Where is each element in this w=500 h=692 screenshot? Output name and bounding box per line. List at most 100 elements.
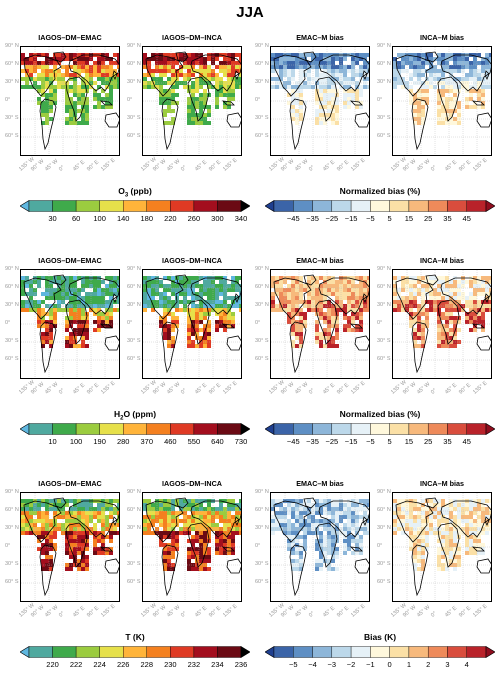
latitude-label: 60° S — [377, 356, 391, 362]
bias-colorbar-tick-label: 45 — [462, 214, 471, 223]
bias-colorbar-swatch — [312, 646, 333, 658]
coastline-australia — [476, 558, 491, 574]
longitude-label: 45° E — [322, 605, 337, 619]
absolute-colorbar-swatch — [99, 423, 124, 435]
bias-colorbar-tick-label: 3 — [445, 660, 450, 669]
longitude-label: 45° E — [72, 605, 87, 619]
longitude-label: 90° E — [336, 605, 351, 619]
latitude-label: 30° S — [5, 561, 19, 567]
longitude-label: 135° E — [100, 603, 117, 619]
bias-colorbar-swatch — [447, 646, 467, 658]
coastline-australia — [354, 335, 369, 351]
longitude-label: 45° W — [416, 604, 432, 619]
bias-colorbar-swatch — [273, 200, 294, 212]
bias-colorbar-swatch — [447, 200, 467, 212]
absolute-colorbar-tick-label: 60 — [71, 214, 81, 223]
longitude-label: 45° W — [416, 381, 432, 396]
coastline-greenland — [425, 497, 439, 509]
absolute-colorbar-tick-label: 180 — [140, 214, 154, 223]
coastline-japan — [362, 516, 368, 526]
absolute-colorbar-tick-label: 230 — [164, 660, 177, 669]
coastline-northAmerica — [395, 500, 434, 543]
longitude-label: 90° E — [336, 159, 351, 173]
latitude-label: 90° N — [127, 266, 141, 272]
coastline-indonesia — [349, 546, 363, 552]
latitude-label: 60° N — [255, 284, 269, 290]
longitude-label: 135° E — [100, 380, 117, 396]
bias-colorbar-tick-label: 5 — [387, 437, 392, 446]
latitude-label: 30° N — [5, 302, 19, 308]
absolute-colorbar — [20, 200, 250, 212]
longitude-label: 45° E — [194, 382, 209, 396]
coastline-greenland — [175, 51, 189, 63]
coastline-southAmerica — [39, 321, 57, 374]
bias-colorbar-swatch — [427, 646, 448, 658]
coastline-australia — [354, 112, 369, 128]
map-panel — [142, 46, 242, 156]
bias-colorbar-title: Normalized bias (%) — [339, 186, 421, 196]
coastline-greenland — [303, 497, 317, 509]
absolute-colorbar-swatch — [170, 646, 195, 658]
longitude-label: 0° — [308, 610, 316, 619]
coastlines — [273, 274, 369, 374]
longitude-label: 135° E — [472, 603, 489, 619]
absolute-colorbar-title: H2O (ppm) — [113, 409, 157, 422]
longitude-label: 90° E — [208, 382, 223, 396]
bias-colorbar-swatch — [273, 423, 294, 435]
coastline-greenland — [175, 274, 189, 286]
panel-title: IAGOS–DM–INCA — [162, 33, 222, 42]
absolute-colorbar-swatch — [123, 200, 147, 212]
panel-title: IAGOS–DM–EMAC — [38, 33, 102, 42]
longitude-label: 135° E — [472, 157, 489, 173]
latitude-label: 0° — [377, 97, 383, 103]
latitude-label: 30° N — [5, 79, 19, 85]
bias-colorbar-extend-high — [485, 423, 495, 435]
bias-colorbar-extend-low — [265, 200, 275, 212]
panel-title: INCA–M bias — [420, 256, 464, 265]
absolute-colorbar-swatch — [217, 423, 242, 435]
coastline-northAmerica — [273, 500, 312, 543]
coastline-indonesia — [221, 546, 235, 552]
absolute-colorbar-tick-label: 10 — [48, 437, 57, 446]
longitude-label: 45° E — [444, 159, 459, 173]
panel-title: EMAC–M bias — [296, 256, 344, 265]
coastline-eurasia — [190, 500, 241, 538]
bias-colorbar-tick-label: −35 — [306, 437, 319, 446]
longitude-label: 45° E — [194, 159, 209, 173]
longitude-label: 0° — [430, 610, 438, 619]
longitude-label: 45° W — [294, 158, 310, 173]
coastline-southAmerica — [161, 321, 179, 374]
coastline-eurasia — [68, 277, 119, 315]
latitude-label: 30° S — [5, 338, 19, 344]
latitude-label: 60° N — [377, 284, 391, 290]
latitude-label: 60° S — [255, 579, 269, 585]
bias-colorbar-swatch — [331, 423, 352, 435]
longitude-label: 45° W — [166, 604, 182, 619]
absolute-colorbar-swatch — [123, 646, 147, 658]
coastline-northAmerica — [395, 277, 434, 320]
coastline-japan — [484, 293, 490, 303]
map-panel — [270, 46, 370, 156]
coastline-japan — [484, 70, 490, 80]
coastlines — [395, 51, 491, 151]
map-panel — [20, 492, 120, 602]
bias-colorbar-swatch — [447, 423, 467, 435]
bias-colorbar-tick-label: −15 — [344, 214, 358, 223]
absolute-colorbar-tick-label: 220 — [46, 660, 59, 669]
panel-title: EMAC–M bias — [296, 33, 344, 42]
coastlines — [395, 497, 491, 597]
absolute-colorbar-tick-label: 370 — [140, 437, 154, 446]
longitude-label: 0° — [58, 164, 66, 173]
panel-title: IAGOS–DM–INCA — [162, 479, 222, 488]
absolute-colorbar-tick-label: 228 — [140, 660, 154, 669]
graticule — [21, 270, 119, 378]
graticule — [143, 47, 241, 155]
coastline-eurasia — [318, 277, 369, 315]
map-panel — [270, 269, 370, 379]
coastline-indonesia — [221, 100, 235, 106]
bias-colorbar-swatch — [350, 646, 371, 658]
latitude-label: 90° N — [5, 266, 19, 272]
map-panel — [142, 269, 242, 379]
latitude-label: 60° S — [5, 579, 19, 585]
absolute-colorbar-extend-low — [20, 200, 30, 212]
